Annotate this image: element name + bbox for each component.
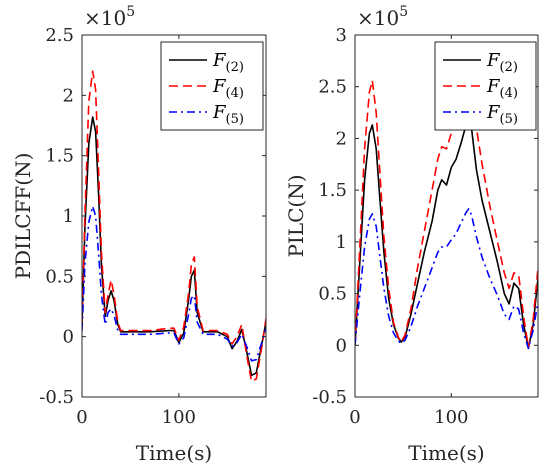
y-tick-label: 3 <box>336 25 347 46</box>
y-tick-label: 0 <box>336 335 347 356</box>
y-axis-label: PILC(N) <box>284 174 308 257</box>
y-exponent-label: ×105 <box>84 4 135 30</box>
x-tick-label: 100 <box>434 407 468 428</box>
chart-left: -0.500.511.522.50 100Time(s)PDILCFF(N)×10… <box>11 4 267 465</box>
x-tick-label: 0 <box>349 407 360 428</box>
series-group <box>82 70 266 383</box>
y-tick-label: 2 <box>63 85 74 106</box>
legend-entry: F(4) <box>486 76 518 101</box>
y-tick-label: 1 <box>63 206 74 227</box>
y-tick-label: -0.5 <box>39 387 74 408</box>
legend-entry: F(5) <box>486 102 518 127</box>
legend-entry: F(5) <box>212 102 244 127</box>
x-tick-label: 0 <box>76 407 87 428</box>
y-tick-label: 0 <box>63 327 74 348</box>
y-axis-label: PDILCFF(N) <box>11 153 35 280</box>
series-line-1 <box>82 116 266 377</box>
x-axis-label: Time(s) <box>136 441 212 465</box>
series-line-2 <box>82 70 266 383</box>
y-tick-label: 1.5 <box>318 180 347 201</box>
series-group <box>355 75 538 350</box>
x-axis-label: Time(s) <box>408 441 484 465</box>
y-tick-label: 2.5 <box>45 25 74 46</box>
series-line-3 <box>82 205 266 362</box>
series-line-1 <box>355 114 538 350</box>
x-tick-label: 100 <box>162 407 196 428</box>
legend-entry: F(2) <box>486 50 518 75</box>
y-tick-label: -0.5 <box>312 387 347 408</box>
legend: F(2)F(4)F(5) <box>160 41 264 131</box>
legend-entry: F(4) <box>212 76 244 101</box>
plot-area <box>354 34 539 398</box>
legend: F(2)F(4)F(5) <box>434 41 537 131</box>
series-line-3 <box>355 208 538 350</box>
legend-entry: F(2) <box>212 50 244 75</box>
y-tick-label: 0.5 <box>45 266 74 287</box>
y-tick-label: 0.5 <box>318 284 347 305</box>
y-tick-label: 2 <box>336 128 347 149</box>
y-exponent-label: ×105 <box>357 4 408 30</box>
series-line-2 <box>355 75 538 349</box>
chart-right: -0.500.511.522.530 100Time(s)PILC(N)×105F… <box>284 4 539 465</box>
y-tick-label: 1 <box>336 232 347 253</box>
y-tick-label: 1.5 <box>45 146 74 167</box>
y-tick-label: 2.5 <box>318 77 347 98</box>
